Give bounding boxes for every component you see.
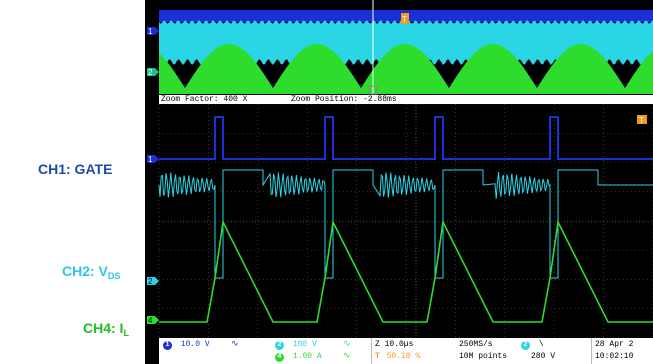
ch4-il-trace [159, 219, 653, 323]
trigger-marker-top[interactable]: T [401, 13, 409, 24]
trigger-source-badge: 2 [521, 341, 530, 350]
record-length: 10M points [459, 352, 508, 361]
ch1-gate-trace [159, 116, 653, 160]
ch2-overview-trace [159, 20, 653, 65]
zoom-status-line: Zoom Factor: 400 X Zoom Position: -2.88m… [159, 95, 653, 104]
ch4-readout[interactable]: 4 1.00 A [275, 352, 322, 362]
bandwidth-limit-icon: ∿ [231, 339, 239, 349]
ch4-bandwidth-icon: ∿ [343, 351, 351, 361]
waveform-display: 1 2 1 2 4 T T [147, 0, 653, 339]
ch2-bandwidth-icon: ∿ [343, 339, 351, 349]
sample-rate: 250MS/s [459, 340, 493, 349]
ch2-badge: 2 [275, 341, 284, 350]
svg-text:1: 1 [148, 155, 153, 164]
readout-bar: 1 10.0 V ∿ 2 100 V ∿ 4 1.00 A ∿ Z 10.0µs… [159, 338, 653, 364]
trigger-marker-right[interactable]: T [637, 115, 647, 125]
ch1-readout[interactable]: 1 10.0 V [163, 340, 210, 350]
ch4-badge: 4 [275, 353, 284, 362]
oscilloscope-screen: 1 2 1 2 4 T T Zoom Factor: 400 X Zoo [145, 0, 653, 364]
ch2-scale: 100 V [292, 340, 317, 349]
zoom-window-marker[interactable] [368, 85, 378, 95]
ch1-gate-label: CH1: GATE [38, 161, 113, 177]
ch2-zoom-marker[interactable]: 2 [147, 277, 159, 286]
ch2-overview-marker[interactable]: 2 [147, 68, 159, 77]
zoomed-traces [158, 116, 653, 323]
svg-text:2: 2 [148, 277, 153, 286]
ch4-scale: 1.00 A [292, 352, 322, 361]
svg-text:2: 2 [148, 68, 153, 77]
ch2-readout[interactable]: 2 100 V [275, 340, 317, 350]
svg-text:T: T [402, 15, 407, 24]
trigger-position[interactable]: T 50.10 % [375, 352, 421, 361]
svg-text:4: 4 [148, 316, 153, 325]
trigger-readout[interactable]: 2 \ [521, 340, 544, 350]
date: 28 Apr 2 [595, 340, 634, 349]
zoom-position: Zoom Position: -2.88ms [291, 95, 397, 104]
trigger-slope-icon: \ [538, 340, 544, 349]
ch1-scale: 10.0 V [180, 340, 210, 349]
svg-text:1: 1 [148, 27, 153, 36]
trigger-position-icon: T [375, 352, 380, 361]
ch4-overview-trace [159, 44, 653, 94]
graticule [158, 103, 653, 339]
ch4-zoom-marker[interactable]: 4 [147, 316, 159, 325]
divider [591, 338, 592, 364]
svg-text:T: T [639, 116, 644, 125]
divider [371, 338, 372, 364]
time: 10:02:10 [595, 352, 634, 361]
ch1-zoom-marker[interactable]: 1 [147, 155, 159, 164]
ch2-vds-trace [158, 169, 653, 279]
trigger-level: 280 V [531, 352, 556, 361]
ch1-marker[interactable]: 1 [147, 27, 159, 36]
zoom-factor: Zoom Factor: 400 X [161, 95, 248, 104]
ch1-badge: 1 [163, 341, 172, 350]
timebase[interactable]: Z 10.0µs [375, 340, 414, 349]
ch4-il-label: CH4: IL [83, 320, 129, 338]
ch2-vds-label: CH2: VDS [62, 263, 121, 281]
